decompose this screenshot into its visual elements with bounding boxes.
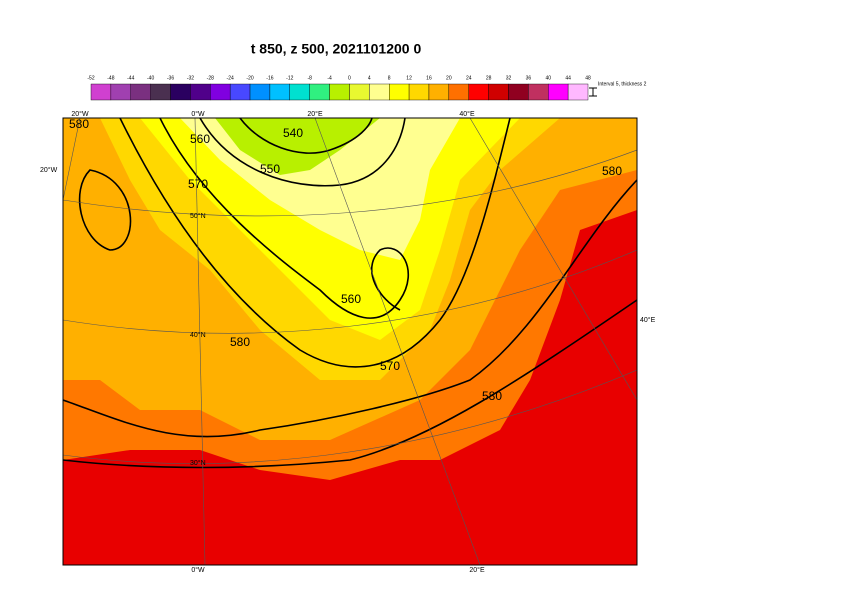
contour-label: 580: [69, 117, 89, 131]
colorbar-box: [289, 83, 310, 101]
colorbar-box: [567, 83, 589, 101]
colorbar-box: [130, 83, 151, 101]
colorbar-tick-label: -44: [127, 75, 134, 81]
legend-line: [589, 87, 597, 97]
colorbar-box: [309, 83, 330, 101]
colorbar-box: [190, 83, 211, 101]
colorbar-tick-label: -40: [147, 75, 154, 81]
colorbar-tick-label: 0: [348, 75, 351, 81]
colorbar-tick-label: 8: [388, 75, 391, 81]
colorbar-tick-label: -20: [246, 75, 253, 81]
temp-field: [215, 118, 380, 175]
colorbar-box: [249, 83, 271, 101]
lon-label: 0°W: [191, 110, 205, 118]
colorbar-box: [90, 83, 112, 101]
lon-label: 20°E: [469, 566, 485, 574]
contour-label: 570: [188, 177, 208, 191]
title: t 850, z 500, 2021101200 0: [251, 41, 422, 57]
colorbar-tick-label: 20: [446, 75, 452, 81]
colorbar-box: [210, 83, 231, 101]
lat-label: 30°N: [190, 459, 206, 467]
colorbar-tick-label: 44: [565, 75, 571, 81]
colorbar-tick-label: 12: [406, 75, 412, 81]
map: [63, 118, 637, 565]
colorbar-box: [408, 83, 430, 101]
lon-label: 20°W: [40, 166, 58, 174]
colorbar-box: [468, 83, 489, 101]
lon-label: 0°W: [191, 566, 205, 574]
colorbar-tick-label: 16: [426, 75, 432, 81]
contours: [63, 118, 637, 469]
contour-label: 580: [230, 335, 250, 349]
lat-label: 50°N: [190, 212, 206, 220]
colorbar-box: [349, 83, 370, 101]
colorbar: -52 -48 -44 -40 -36 -32 -28 -24 -20 -16 -12 -8 -4 0 4 8…: [87, 75, 597, 101]
colorbar-tick-label: -32: [187, 75, 194, 81]
contour-label: 560: [190, 132, 210, 146]
colorbar-tick-label: 28: [486, 75, 492, 81]
colorbar-box: [428, 83, 450, 101]
colorbar-tick-label: -4: [327, 75, 332, 81]
lat-label: 40°N: [190, 331, 206, 339]
graticule: [63, 118, 637, 565]
colorbar-tick-label: -52: [87, 75, 94, 81]
lon-label: 40°E: [640, 316, 656, 324]
colorbar-box: [548, 83, 569, 101]
colorbar-box: [508, 83, 529, 101]
lon-label: 20°W: [71, 110, 89, 118]
colorbar-box: [329, 83, 350, 101]
contour-labels: 540 550 560 570 580 560 570 580 580 580: [69, 117, 622, 403]
colorbar-box: [229, 83, 251, 101]
contour-label: 580: [602, 164, 622, 178]
colorbar-tick-label: -12: [286, 75, 293, 81]
colorbar-tick-label: -28: [207, 75, 214, 81]
colorbar-box: [488, 83, 509, 101]
grid-labels: 20°W 0°W 20°E 40°E 20°W 40°E 50°N 40°N 3…: [40, 110, 656, 574]
contour-label: 560: [341, 292, 361, 306]
colorbar-box: [389, 83, 410, 101]
colorbar-box: [269, 83, 291, 101]
colorbar-tick-label: -48: [107, 75, 114, 81]
colorbar-tick-label: 24: [466, 75, 472, 81]
colorbar-tick-label: 40: [545, 75, 551, 81]
colorbar-box: [528, 83, 549, 101]
colorbar-tick-label: -16: [266, 75, 273, 81]
contour-label: 580: [482, 389, 502, 403]
contour-label: 550: [260, 162, 280, 176]
contour-label: 570: [380, 359, 400, 373]
colorbar-tick-label: 36: [526, 75, 532, 81]
map-frame: [62, 117, 638, 566]
colorbar-tick-label: 48: [585, 75, 591, 81]
colorbar-tick-label: 32: [506, 75, 512, 81]
colorbar-box: [369, 83, 390, 101]
colorbar-tick-label: -36: [167, 75, 174, 81]
colorbar-box: [110, 83, 131, 101]
lon-label: 20°E: [307, 110, 323, 118]
colorbar-box: [150, 83, 171, 101]
colorbar-box: [448, 83, 469, 101]
contour-label: 540: [283, 126, 303, 140]
colorbar-tick-label: -8: [307, 75, 312, 81]
colorbar-tick-label: 4: [368, 75, 371, 81]
legend-note: Interval 5, thickness 2: [598, 81, 647, 87]
lon-label: 40°E: [459, 110, 475, 118]
colorbar-tick-label: -24: [227, 75, 234, 81]
colorbar-box: [170, 83, 191, 101]
